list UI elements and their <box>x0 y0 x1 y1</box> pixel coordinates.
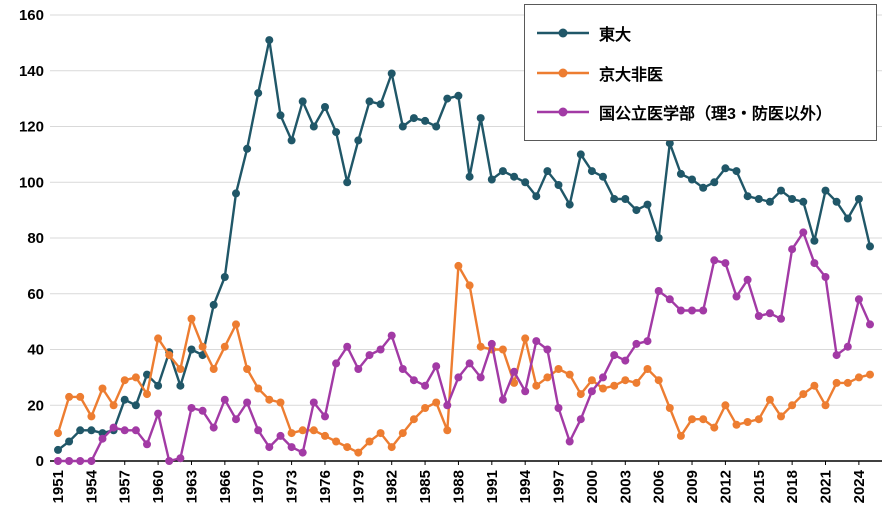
svg-text:20: 20 <box>27 397 44 414</box>
svg-text:40: 40 <box>27 342 44 359</box>
svg-text:2015: 2015 <box>751 470 768 503</box>
x-axis-labels: 1951 1954 1957 1960 1963 1966 1970 1973 1976 1979… <box>50 461 868 503</box>
svg-text:1951: 1951 <box>50 470 67 503</box>
svg-text:1991: 1991 <box>484 470 501 503</box>
svg-text:1979: 1979 <box>350 470 367 503</box>
svg-text:2003: 2003 <box>617 470 634 503</box>
line-marker-icon <box>537 68 589 77</box>
svg-text:160: 160 <box>19 7 44 24</box>
svg-text:1960: 1960 <box>150 470 167 503</box>
svg-text:120: 120 <box>19 119 44 136</box>
chart-legend: 東大 京大非医 国公立医学部（理3・防医以外） <box>524 4 877 141</box>
svg-text:2006: 2006 <box>651 470 668 503</box>
svg-text:2009: 2009 <box>684 470 701 503</box>
legend-item-kokkoritsu-igakubu: 国公立医学部（理3・防医以外） <box>525 100 876 124</box>
svg-text:1994: 1994 <box>517 469 534 503</box>
legend-item-todai: 東大 <box>525 21 876 45</box>
legend-label: 京大非医 <box>599 66 664 84</box>
svg-text:1985: 1985 <box>417 470 434 503</box>
svg-text:2012: 2012 <box>717 470 734 503</box>
line-marker-icon <box>537 28 589 38</box>
svg-text:1976: 1976 <box>317 470 334 503</box>
svg-text:1997: 1997 <box>551 470 568 503</box>
svg-text:2000: 2000 <box>584 470 601 503</box>
svg-text:2021: 2021 <box>818 470 835 503</box>
svg-text:1970: 1970 <box>250 470 267 503</box>
svg-text:140: 140 <box>19 63 44 80</box>
svg-text:2024: 2024 <box>851 469 868 503</box>
svg-text:60: 60 <box>27 286 44 303</box>
svg-text:1963: 1963 <box>183 470 200 503</box>
svg-text:1966: 1966 <box>217 470 234 503</box>
svg-text:100: 100 <box>19 174 44 191</box>
y-axis-labels: 0 20 40 60 80 100 120 140 160 <box>19 7 44 470</box>
svg-text:1973: 1973 <box>284 470 301 503</box>
svg-text:1954: 1954 <box>83 469 100 503</box>
svg-text:1982: 1982 <box>384 470 401 503</box>
series-0 <box>54 36 874 454</box>
svg-text:1988: 1988 <box>450 470 467 503</box>
legend-label: 東大 <box>599 26 632 44</box>
legend-label: 国公立医学部（理3・防医以外） <box>599 106 832 124</box>
svg-text:1957: 1957 <box>117 470 134 503</box>
svg-text:80: 80 <box>27 230 44 247</box>
line-marker-icon <box>537 107 589 117</box>
svg-text:2018: 2018 <box>784 470 801 503</box>
legend-item-kyodai-hii: 京大非医 <box>525 61 876 85</box>
series-2 <box>54 228 874 465</box>
svg-text:0: 0 <box>36 453 44 470</box>
